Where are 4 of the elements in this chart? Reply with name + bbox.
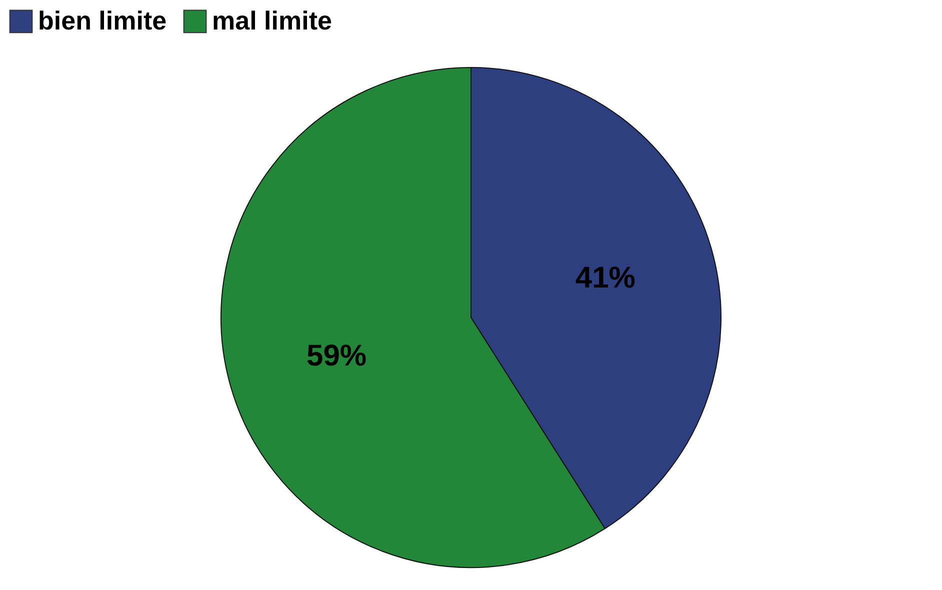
legend-label: mal limite: [212, 5, 332, 36]
data-label: 59%: [306, 340, 367, 373]
legend-label: bien limite: [38, 5, 167, 36]
data-label: 41%: [575, 261, 636, 294]
